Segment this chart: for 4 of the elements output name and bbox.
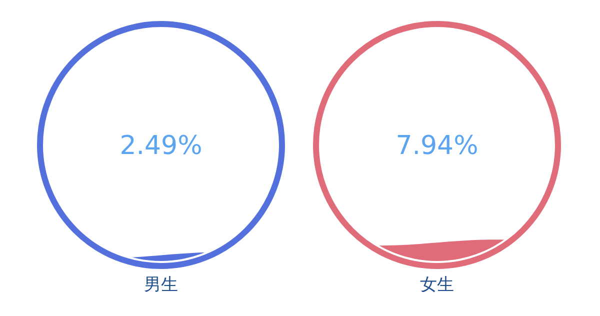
category-label: 女生 [420, 275, 454, 295]
data-label: 2.49% [120, 131, 202, 161]
category-label: 男生 [144, 275, 178, 295]
data-label: 7.94% [396, 131, 478, 161]
